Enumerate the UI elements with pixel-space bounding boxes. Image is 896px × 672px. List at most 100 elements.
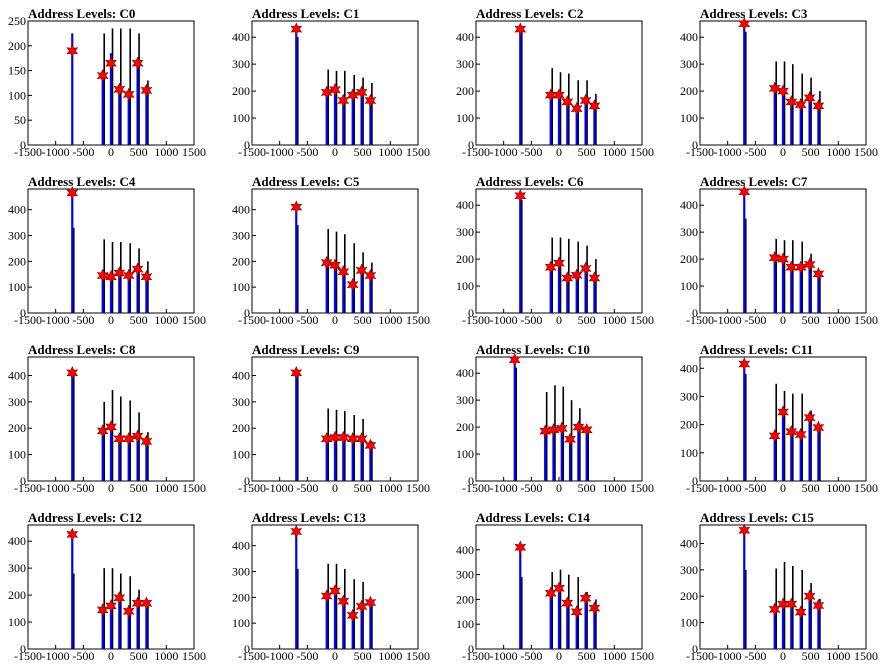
peak-marker: [66, 366, 79, 380]
peak-marker: [131, 429, 144, 443]
peak-marker: [561, 596, 574, 610]
panel-c11: Address Levels: C11 0 100 200 300 400 -1500 -10…: [680, 342, 878, 495]
x-tick-label: 500: [802, 649, 820, 663]
x-tick-label: 500: [578, 481, 596, 495]
x-tick-label: 1000: [154, 649, 178, 663]
peak-marker: [785, 424, 798, 439]
peak-marker: [785, 95, 798, 109]
peak-marker: [66, 527, 79, 542]
y-tick-label: 200: [8, 254, 26, 268]
y-tick-label: 150: [8, 64, 26, 78]
x-tick-label: -1500: [686, 313, 714, 327]
peak-marker: [140, 83, 153, 98]
peak-marker: [812, 598, 825, 613]
peak-marker: [514, 22, 527, 36]
x-tick-label: 1500: [854, 313, 878, 327]
peak-marker: [364, 93, 377, 108]
y-tick-label: 0: [20, 474, 26, 488]
x-tick-label: -1000: [714, 481, 742, 495]
panel-c13: Address Levels: C13 0 100 200 300 400 -1500 -10…: [232, 510, 430, 663]
y-tick-label: 100: [456, 111, 474, 125]
x-tick-label: -1500: [686, 145, 714, 159]
x-tick-label: -1500: [238, 481, 266, 495]
x-tick-label: 500: [802, 481, 820, 495]
peak-marker: [553, 88, 565, 102]
x-tick-label: 0: [108, 313, 114, 327]
panel-c12: Address Levels: C12 0 100 200 300 400 -1500 -10…: [8, 510, 206, 663]
x-tick-label: -1500: [462, 649, 490, 663]
peak-marker: [96, 268, 109, 283]
peak-marker: [794, 427, 807, 442]
peak-marker: [113, 432, 126, 446]
y-tick-label: 400: [232, 30, 250, 44]
x-tick-label: 1500: [406, 313, 430, 327]
x-tick-label: -1000: [490, 313, 518, 327]
y-tick-label: 200: [232, 84, 250, 98]
x-tick-label: 500: [354, 313, 372, 327]
x-tick-label: -1500: [14, 649, 42, 663]
x-tick-label: 1500: [182, 481, 206, 495]
y-tick-label: 300: [680, 225, 698, 239]
peak-marker: [113, 591, 126, 605]
y-tick-label: 300: [232, 565, 250, 579]
peak-marker: [113, 266, 126, 280]
x-tick-label: -500: [520, 313, 542, 327]
panel-title: Address Levels: C8: [28, 342, 136, 357]
y-tick-label: 200: [680, 589, 698, 603]
y-tick-label: 300: [456, 568, 474, 582]
panel-c0: Address Levels: C0 0 50 100 150 200 250 -1500 -1…: [8, 6, 206, 159]
y-tick-label: 100: [8, 448, 26, 462]
x-tick-label: -500: [520, 649, 542, 663]
peak-marker: [290, 22, 303, 36]
plot-frame: [475, 356, 643, 482]
x-tick-label: 0: [780, 481, 786, 495]
x-tick-label: 0: [780, 313, 786, 327]
y-tick-label: 0: [692, 306, 698, 320]
panel-title: Address Levels: C4: [28, 174, 136, 189]
peak-marker: [579, 261, 592, 276]
x-tick-label: -1500: [238, 313, 266, 327]
peak-marker: [785, 597, 798, 611]
peak-marker: [355, 599, 368, 614]
x-tick-label: 1000: [378, 649, 402, 663]
peak-marker: [777, 84, 789, 98]
x-tick-label: -1000: [714, 649, 742, 663]
panel-title: Address Levels: C9: [252, 342, 360, 357]
y-tick-label: 100: [456, 617, 474, 631]
y-tick-label: 300: [680, 389, 698, 403]
x-tick-label: -500: [72, 145, 94, 159]
panel-c4: Address Levels: C4 0 100 200 300 400 -1500 -100…: [8, 174, 206, 327]
x-tick-label: -1000: [42, 481, 70, 495]
x-tick-label: 0: [332, 649, 338, 663]
panel-c5: Address Levels: C5 0 100 200 300 400 -1500 -100…: [232, 174, 430, 327]
y-tick-label: 200: [456, 252, 474, 266]
y-tick-label: 0: [468, 306, 474, 320]
peak-marker: [572, 420, 585, 434]
y-tick-label: 300: [8, 395, 26, 409]
x-tick-label: -500: [296, 313, 318, 327]
x-tick-label: 500: [578, 649, 596, 663]
peak-marker: [105, 56, 117, 70]
panel-title: Address Levels: C7: [700, 174, 808, 189]
x-tick-label: 1500: [854, 145, 878, 159]
peak-marker: [794, 97, 807, 112]
x-tick-label: -1000: [266, 313, 294, 327]
peak-marker: [544, 260, 557, 274]
peak-marker: [777, 252, 789, 266]
y-tick-label: 0: [468, 474, 474, 488]
peak-marker: [96, 603, 109, 617]
y-tick-label: 400: [680, 536, 698, 550]
y-tick-label: 400: [680, 361, 698, 375]
panel-title: Address Levels: C3: [700, 6, 808, 21]
panel-c9: Address Levels: C9 0 100 200 300 400 -1500 -100…: [232, 342, 430, 495]
peak-marker: [588, 601, 601, 615]
peak-marker: [514, 540, 527, 555]
y-tick-label: 200: [8, 39, 26, 53]
peak-marker: [570, 605, 583, 619]
peak-marker: [122, 268, 135, 283]
peak-marker: [337, 264, 350, 279]
peak-marker: [122, 432, 135, 446]
x-tick-label: 0: [108, 145, 114, 159]
peak-marker: [346, 277, 359, 292]
peak-marker: [738, 16, 751, 31]
